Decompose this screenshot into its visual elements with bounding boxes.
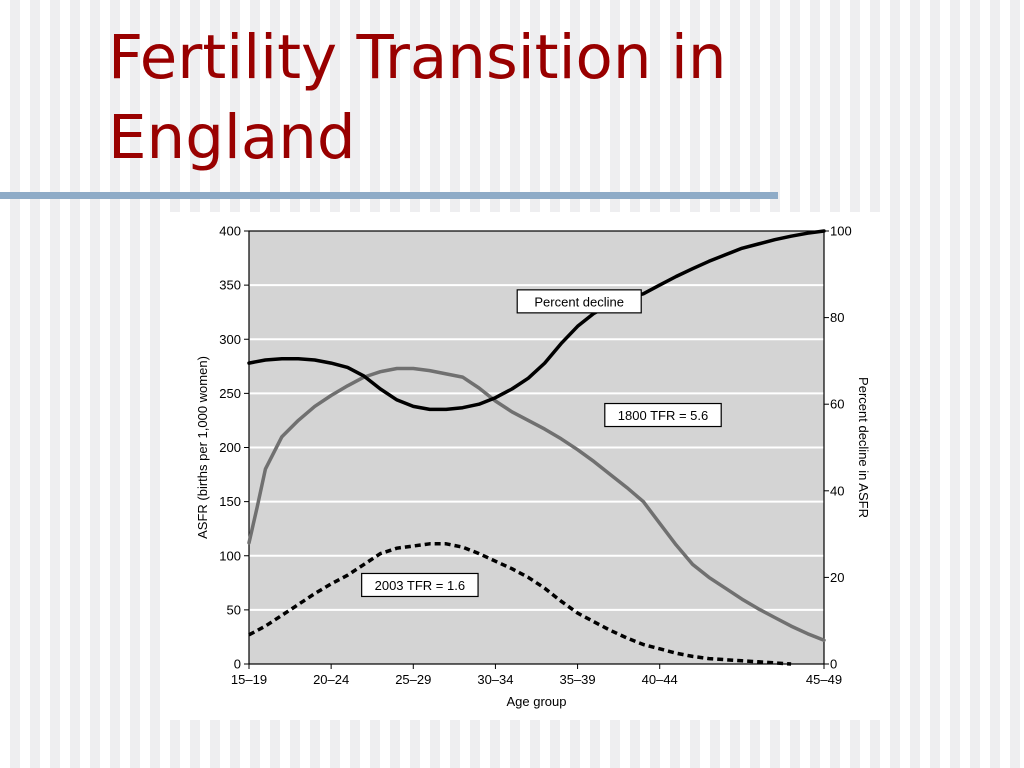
y-right-tick-label: 60	[830, 397, 844, 412]
annotation-box	[361, 572, 479, 598]
y-tick-label: 50	[227, 602, 241, 617]
annotation-box	[516, 289, 642, 314]
y-right-tick-label: 20	[830, 570, 844, 585]
x-tick-label: 35–39	[559, 672, 595, 687]
x-tick-label: 25–29	[395, 672, 431, 687]
title-divider	[0, 192, 778, 199]
y-tick-label: 100	[219, 548, 241, 563]
annotation-label: 1800 TFR = 5.6	[618, 408, 708, 423]
series-line-1800-tfr-5-6	[247, 366, 826, 642]
y-right-tick-label: 40	[830, 483, 844, 498]
x-axis-label: Age group	[507, 694, 567, 709]
annotation-label: Percent decline	[534, 294, 624, 309]
y-right-tick-label: 80	[830, 310, 844, 325]
series-line-2003-tfr-1-6	[248, 542, 792, 666]
y-right-tick-label: 0	[830, 657, 837, 672]
y-tick-label: 150	[219, 494, 241, 509]
y-tick-label: 0	[234, 657, 241, 672]
x-tick-label: 30–34	[477, 672, 513, 687]
y-tick-label: 300	[219, 332, 241, 347]
x-tick-label: 45–49	[806, 672, 842, 687]
x-tick-label: 20–24	[313, 672, 349, 687]
series-line-percent-decline	[247, 229, 826, 412]
y-tick-label: 250	[219, 386, 241, 401]
chart-panel: 0 50 100 150 200 250 300 350 400 0 20 40 60 80 100 15–1…	[170, 212, 889, 720]
y-right-axis-label: Percent decline in ASFR	[856, 377, 871, 518]
y-axis-label: ASFR (births per 1,000 women)	[195, 356, 210, 539]
y-right-tick-label: 100	[830, 224, 852, 239]
fertility-chart: 0 50 100 150 200 250 300 350 400 0 20 40 60 80 100 15–1…	[195, 224, 871, 710]
slide-title: Fertility Transition in England	[108, 22, 727, 173]
y-tick-label: 200	[219, 440, 241, 455]
x-tick-label: 15–19	[231, 672, 267, 687]
y-tick-label: 400	[219, 224, 241, 239]
x-tick-label: 40–44	[642, 672, 678, 687]
annotation-label: 2003 TFR = 1.6	[375, 578, 465, 593]
annotation-box	[604, 402, 722, 428]
y-tick-label: 350	[219, 278, 241, 293]
